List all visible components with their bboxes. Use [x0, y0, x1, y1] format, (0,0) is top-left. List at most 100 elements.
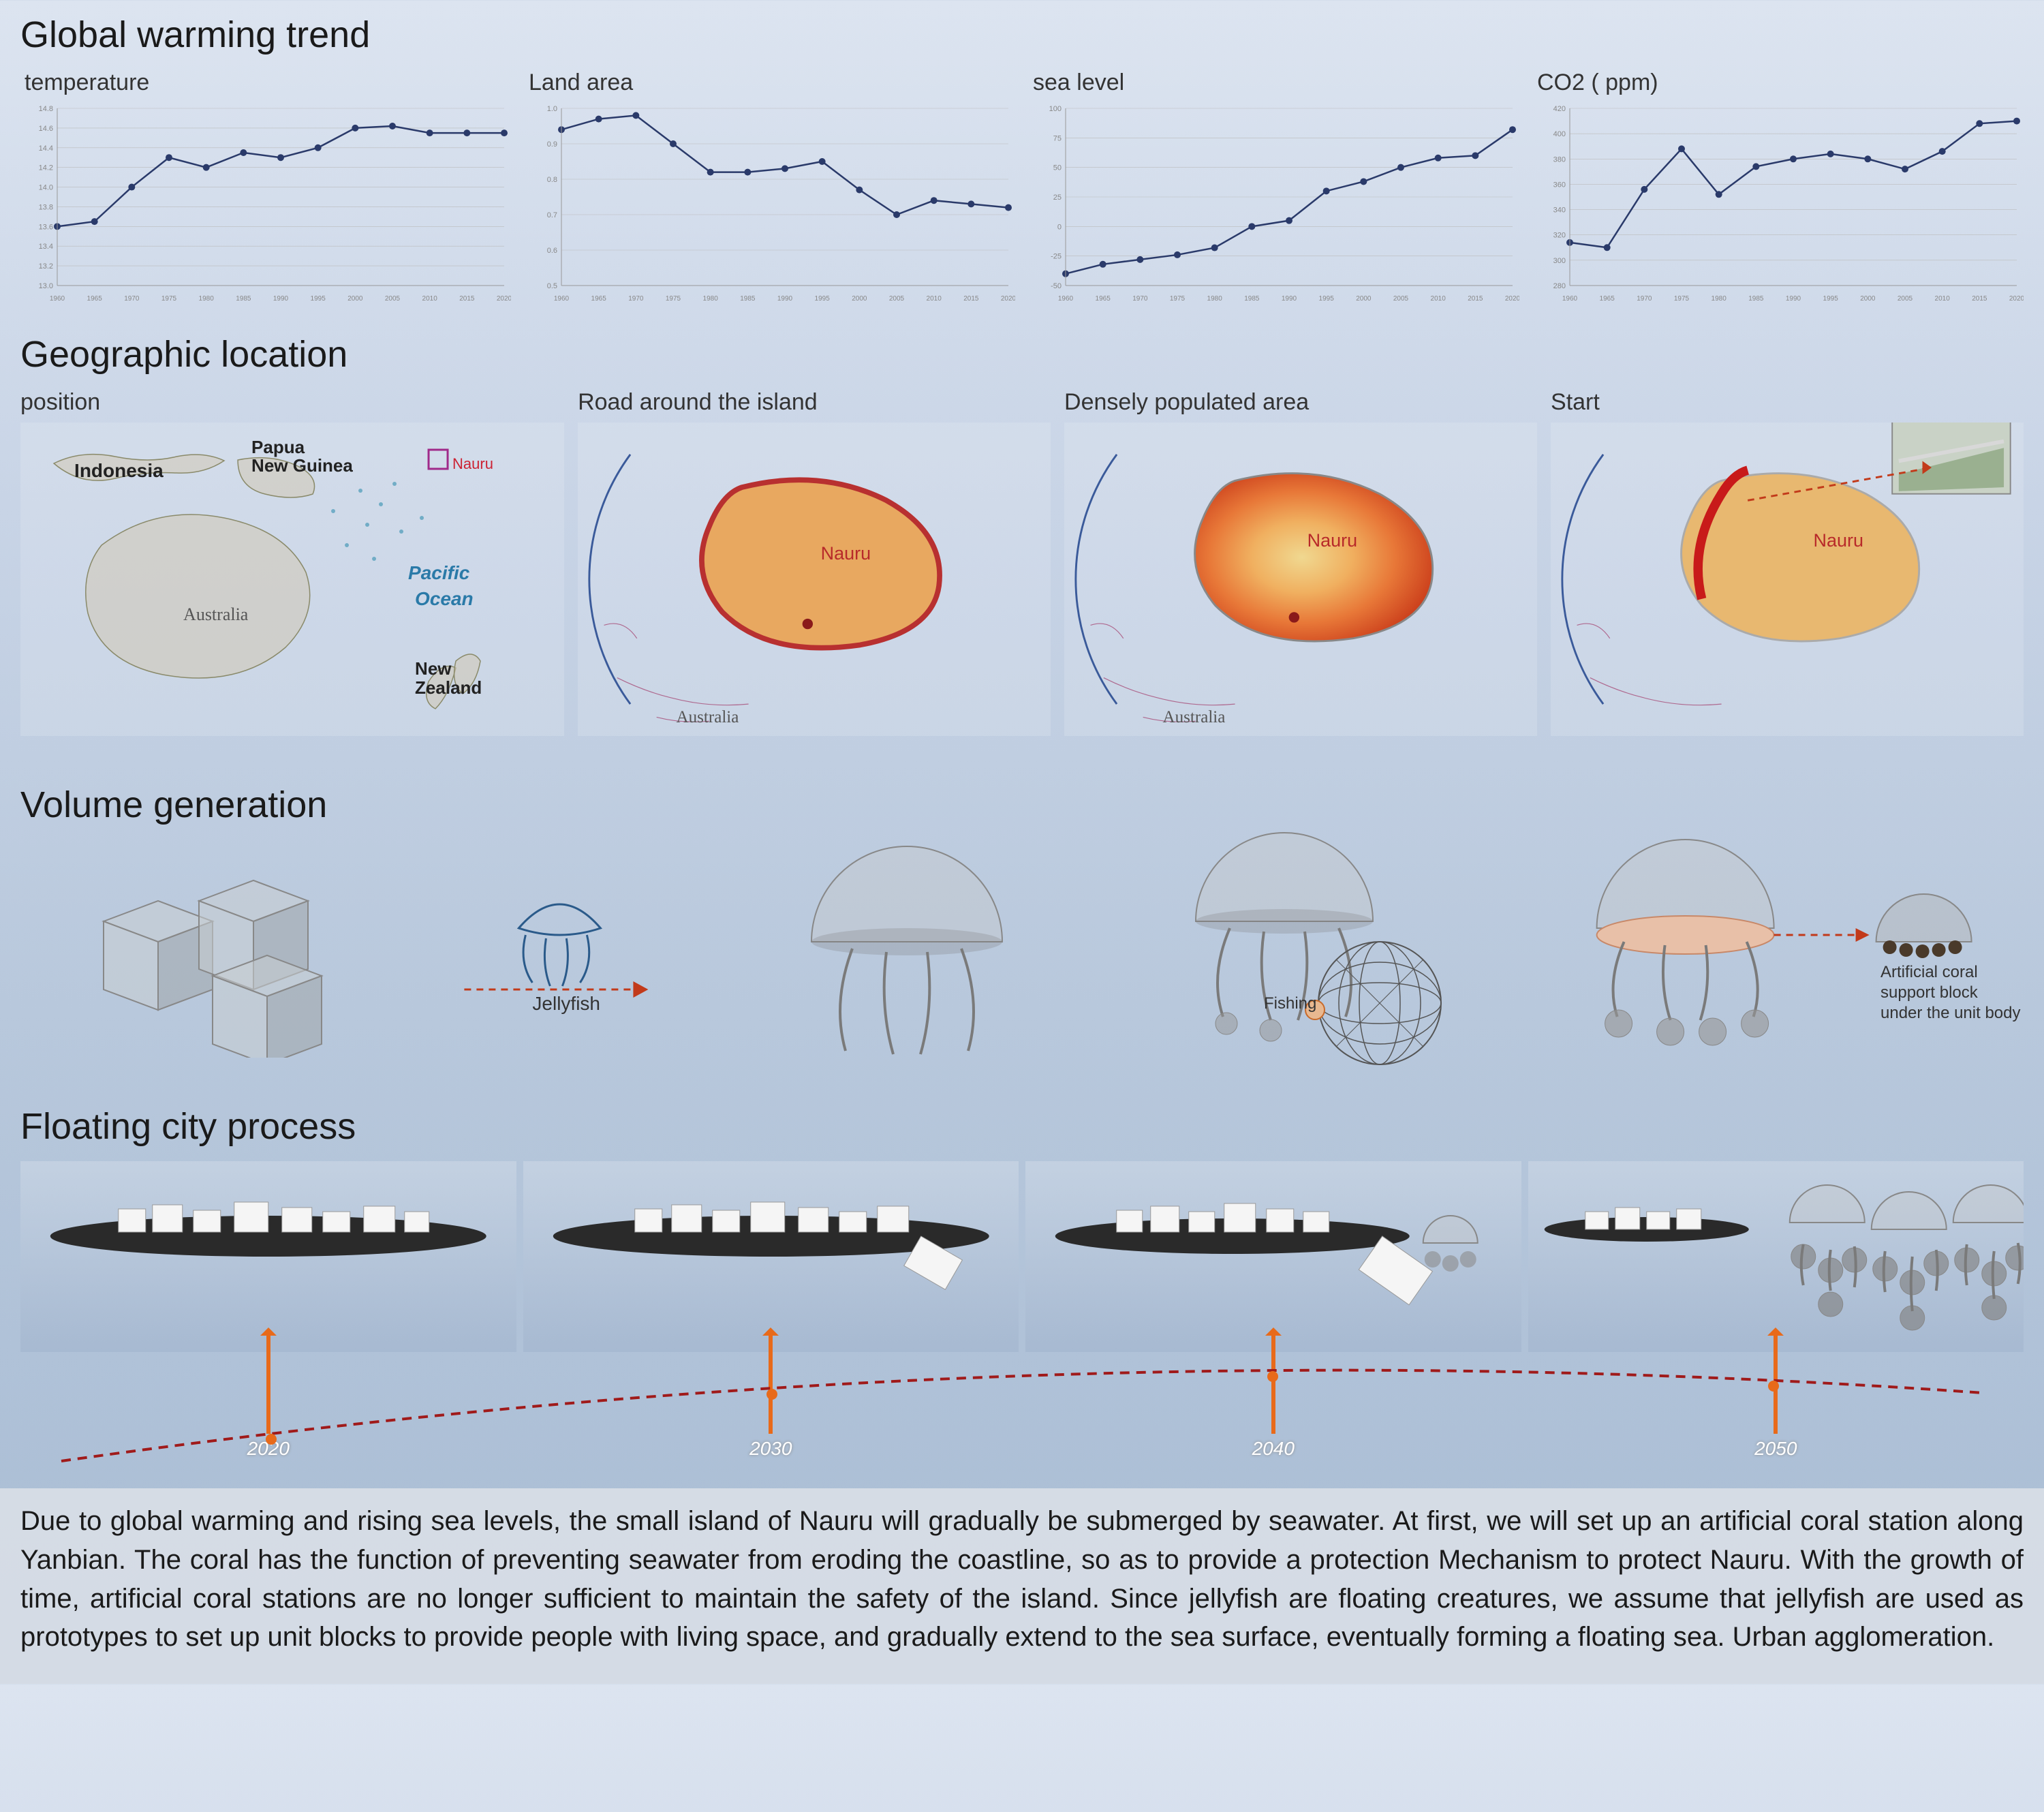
svg-text:0.9: 0.9 — [547, 140, 557, 149]
svg-text:1960: 1960 — [554, 295, 570, 303]
svg-text:1975: 1975 — [1674, 295, 1690, 303]
svg-text:1965: 1965 — [87, 295, 103, 303]
svg-text:1990: 1990 — [1786, 295, 1801, 303]
geo-panel: Australia Nauru — [578, 423, 1051, 736]
volume-dome-1 — [715, 833, 1099, 1078]
volume-row: Jellyfish — [0, 840, 2044, 1099]
jellyfish-label: Jellyfish — [532, 993, 600, 1014]
svg-text:14.4: 14.4 — [39, 144, 53, 153]
svg-text:1970: 1970 — [1637, 295, 1652, 303]
svg-text:1985: 1985 — [740, 295, 756, 303]
svg-text:1985: 1985 — [1244, 295, 1260, 303]
dome-coral-icon — [1524, 833, 2024, 1078]
svg-text:2010: 2010 — [422, 295, 438, 303]
chart-label: temperature — [20, 70, 511, 96]
world-map-svg: Indonesia Papua New Guinea Australia New… — [20, 423, 564, 736]
svg-text:0.5: 0.5 — [547, 282, 557, 290]
chart-svg: -50-250255075100196019651970197519801985… — [1029, 102, 1519, 306]
svg-text:0.7: 0.7 — [547, 211, 557, 219]
chart-label: Land area — [525, 70, 1015, 96]
svg-text:1965: 1965 — [1096, 295, 1111, 303]
coral-nodes-icon — [1883, 940, 1962, 958]
svg-text:280: 280 — [1553, 282, 1566, 290]
island-svg: Nauru — [1551, 423, 2024, 736]
process-wrap: 2020 2030 — [0, 1161, 2044, 1488]
svg-text:420: 420 — [1553, 105, 1566, 113]
geo-start-panel: Start Nauru — [1551, 389, 2024, 736]
svg-text:2015: 2015 — [459, 295, 475, 303]
svg-text:1960: 1960 — [50, 295, 65, 303]
svg-text:13.6: 13.6 — [39, 223, 53, 231]
svg-text:2015: 2015 — [1468, 295, 1483, 303]
svg-text:2000: 2000 — [852, 295, 867, 303]
label-australia: Australia — [1163, 708, 1226, 726]
section-warming: Global warming trend — [0, 0, 2044, 70]
svg-text:1970: 1970 — [124, 295, 140, 303]
svg-text:75: 75 — [1053, 134, 1062, 142]
svg-text:1960: 1960 — [1562, 295, 1578, 303]
svg-text:14.6: 14.6 — [39, 125, 53, 133]
volume-cubes — [20, 853, 405, 1058]
svg-text:2005: 2005 — [889, 295, 905, 303]
svg-text:25: 25 — [1053, 194, 1062, 202]
label-nauru: Nauru — [821, 543, 871, 564]
chart-svg: 13.013.213.413.613.814.014.214.414.614.8… — [20, 102, 511, 306]
svg-text:2010: 2010 — [927, 295, 942, 303]
svg-text:2010: 2010 — [1935, 295, 1951, 303]
svg-text:1970: 1970 — [1132, 295, 1148, 303]
svg-text:1.0: 1.0 — [547, 105, 557, 113]
process-stage-1: 2020 — [20, 1161, 516, 1352]
section-process: Floating city process — [0, 1099, 2044, 1161]
svg-text:360: 360 — [1553, 181, 1566, 189]
process-title: Floating city process — [20, 1105, 2024, 1148]
svg-text:2000: 2000 — [1860, 295, 1876, 303]
svg-text:320: 320 — [1553, 232, 1566, 240]
volume-title: Volume generation — [20, 784, 2024, 826]
chart-co2: CO2 ( ppm) 28030032034036038040042019601… — [1533, 70, 2024, 306]
chart-sealevel: sea level -50-25025507510019601965197019… — [1029, 70, 1519, 306]
svg-text:2020: 2020 — [1001, 295, 1015, 303]
svg-text:1975: 1975 — [666, 295, 681, 303]
geo-panel: Nauru — [1551, 423, 2024, 736]
label-pacific-1: Pacific — [408, 562, 470, 583]
svg-text:13.0: 13.0 — [39, 282, 53, 290]
geo-label: Start — [1551, 389, 2024, 416]
geo-title: Geographic location — [20, 333, 2024, 375]
volume-jellyfish-link: Jellyfish — [425, 853, 694, 1058]
svg-text:1980: 1980 — [703, 295, 719, 303]
label-nauru: Nauru — [452, 455, 493, 472]
section-volume: Volume generation — [0, 763, 2044, 840]
svg-text:2020: 2020 — [2009, 295, 2024, 303]
svg-text:1975: 1975 — [161, 295, 177, 303]
net-sphere-icon — [1318, 942, 1441, 1064]
svg-text:1995: 1995 — [311, 295, 326, 303]
svg-text:400: 400 — [1553, 130, 1566, 138]
chart-svg: 2803003203403603804004201960196519701975… — [1533, 102, 2024, 306]
svg-text:2020: 2020 — [497, 295, 511, 303]
svg-text:2005: 2005 — [1898, 295, 1913, 303]
description-text: Due to global warming and rising sea lev… — [0, 1488, 2044, 1684]
svg-text:1980: 1980 — [1207, 295, 1223, 303]
geo-road-panel: Road around the island Australia Nauru — [578, 389, 1051, 736]
geo-panel: Australia Nauru — [1064, 423, 1537, 736]
process-row: 2020 2030 — [20, 1161, 2024, 1352]
svg-text:1970: 1970 — [628, 295, 644, 303]
svg-text:2000: 2000 — [1356, 295, 1372, 303]
svg-text:1980: 1980 — [199, 295, 215, 303]
svg-text:1965: 1965 — [591, 295, 607, 303]
label-australia: Australia — [677, 708, 739, 726]
svg-text:1960: 1960 — [1058, 295, 1074, 303]
geo-label: Road around the island — [578, 389, 1051, 416]
label-nauru: Nauru — [1307, 530, 1357, 551]
section-geo: Geographic location — [0, 320, 2044, 389]
svg-text:1990: 1990 — [1282, 295, 1297, 303]
svg-text:380: 380 — [1553, 155, 1566, 164]
process-stage-3: 2040 — [1025, 1161, 1521, 1352]
fishing-label: Fishing — [1264, 994, 1316, 1013]
svg-text:13.4: 13.4 — [39, 243, 53, 251]
label-nz-1: New — [415, 658, 452, 679]
cubes-icon — [20, 853, 405, 1058]
svg-text:14.8: 14.8 — [39, 105, 53, 113]
geo-density-panel: Densely populated area Australia Nauru — [1064, 389, 1537, 736]
geo-position-map: position Indonesia Papua New Guinea Aust… — [20, 389, 564, 736]
